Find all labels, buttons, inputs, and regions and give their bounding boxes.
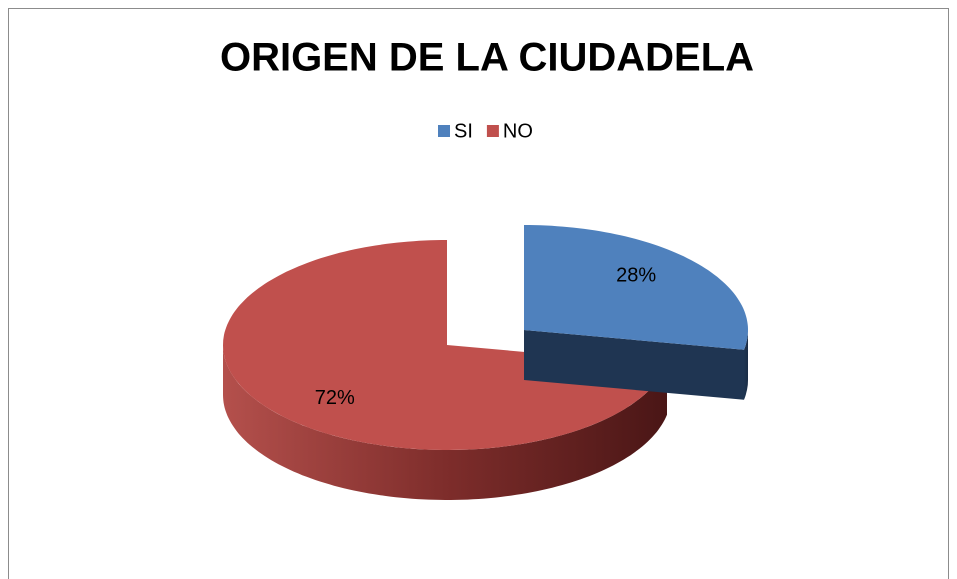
slice-wall bbox=[223, 345, 667, 500]
data-label: 72% bbox=[315, 387, 355, 409]
chart-border bbox=[8, 8, 949, 579]
slice-side bbox=[524, 330, 744, 400]
chart-title: ORIGEN DE LA CIUDADELA bbox=[220, 36, 754, 80]
legend-swatch bbox=[486, 125, 499, 137]
slice-wall bbox=[744, 330, 748, 400]
data-label: 28% bbox=[616, 265, 656, 287]
legend-swatch bbox=[438, 125, 450, 137]
slice bbox=[524, 225, 748, 350]
legend-label: NO bbox=[503, 120, 533, 142]
legend: SI NO bbox=[438, 120, 533, 142]
slice bbox=[223, 240, 667, 450]
legend-label: SI bbox=[454, 120, 473, 142]
